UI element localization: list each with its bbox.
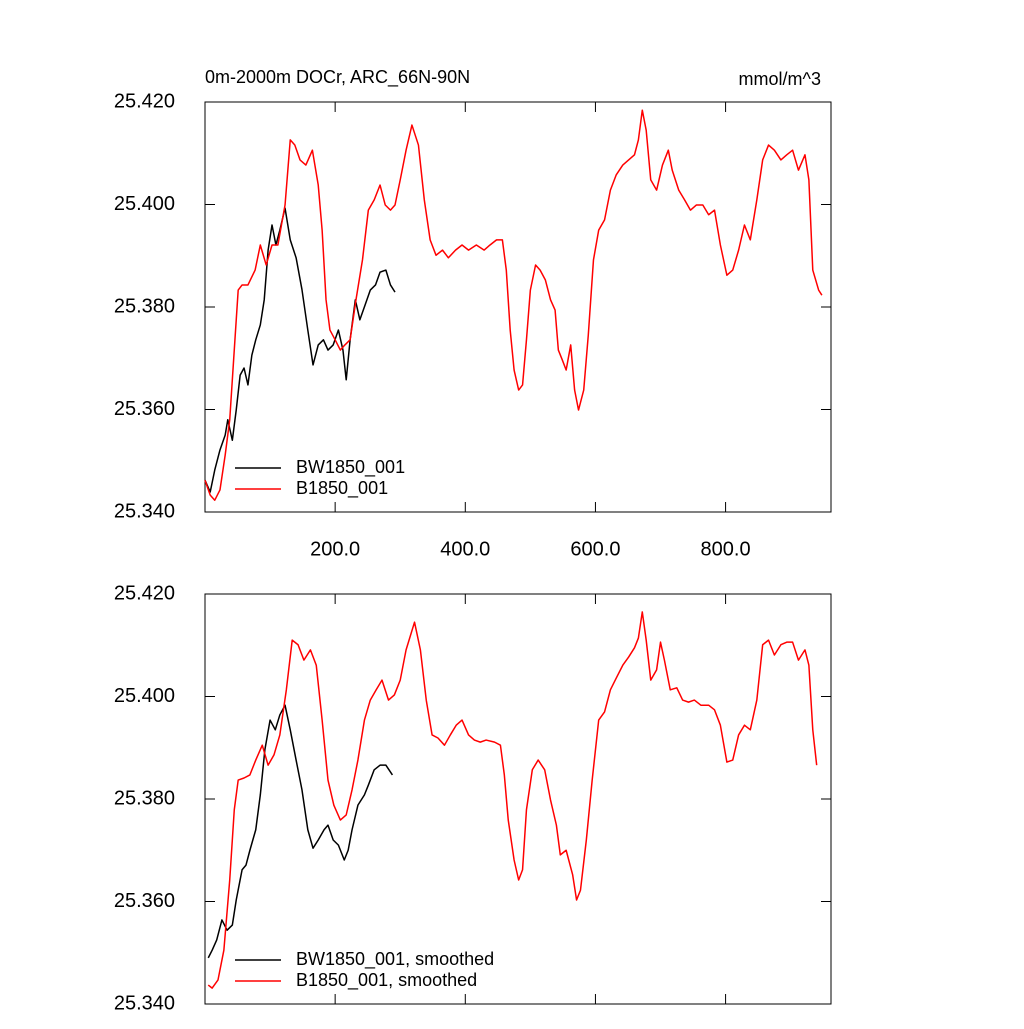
legend-label: BW1850_001, smoothed xyxy=(296,949,494,970)
y-tick-label: 25.340 xyxy=(114,992,175,1014)
x-tick-label: 400.0 xyxy=(440,538,490,560)
y-tick-label: 25.340 xyxy=(114,500,175,522)
y-tick-label: 25.400 xyxy=(114,193,175,215)
legend-label: BW1850_001 xyxy=(296,457,405,478)
y-tick-label: 25.420 xyxy=(114,90,175,112)
data-line xyxy=(207,611,818,989)
data-line xyxy=(207,704,394,959)
data-line xyxy=(204,109,823,501)
y-tick-label: 25.400 xyxy=(114,685,175,707)
y-tick-label: 25.380 xyxy=(114,787,175,809)
y-units: mmol/m^3 xyxy=(739,69,821,89)
y-tick-label: 25.360 xyxy=(114,890,175,912)
plot-frame xyxy=(204,593,832,1005)
plot-frame xyxy=(204,101,832,513)
y-tick-label: 25.380 xyxy=(114,295,175,317)
y-tick-label: 25.360 xyxy=(114,398,175,420)
x-tick-label: 200.0 xyxy=(310,538,360,560)
chart-title: 0m-2000m DOCr, ARC_66N-90N xyxy=(205,67,470,88)
legend-label: B1850_001, smoothed xyxy=(296,970,477,991)
data-line xyxy=(204,207,396,493)
y-tick-label: 25.420 xyxy=(114,582,175,604)
x-tick-label: 600.0 xyxy=(570,538,620,560)
legend-label: B1850_001 xyxy=(296,478,388,499)
x-tick-label: 800.0 xyxy=(701,538,751,560)
